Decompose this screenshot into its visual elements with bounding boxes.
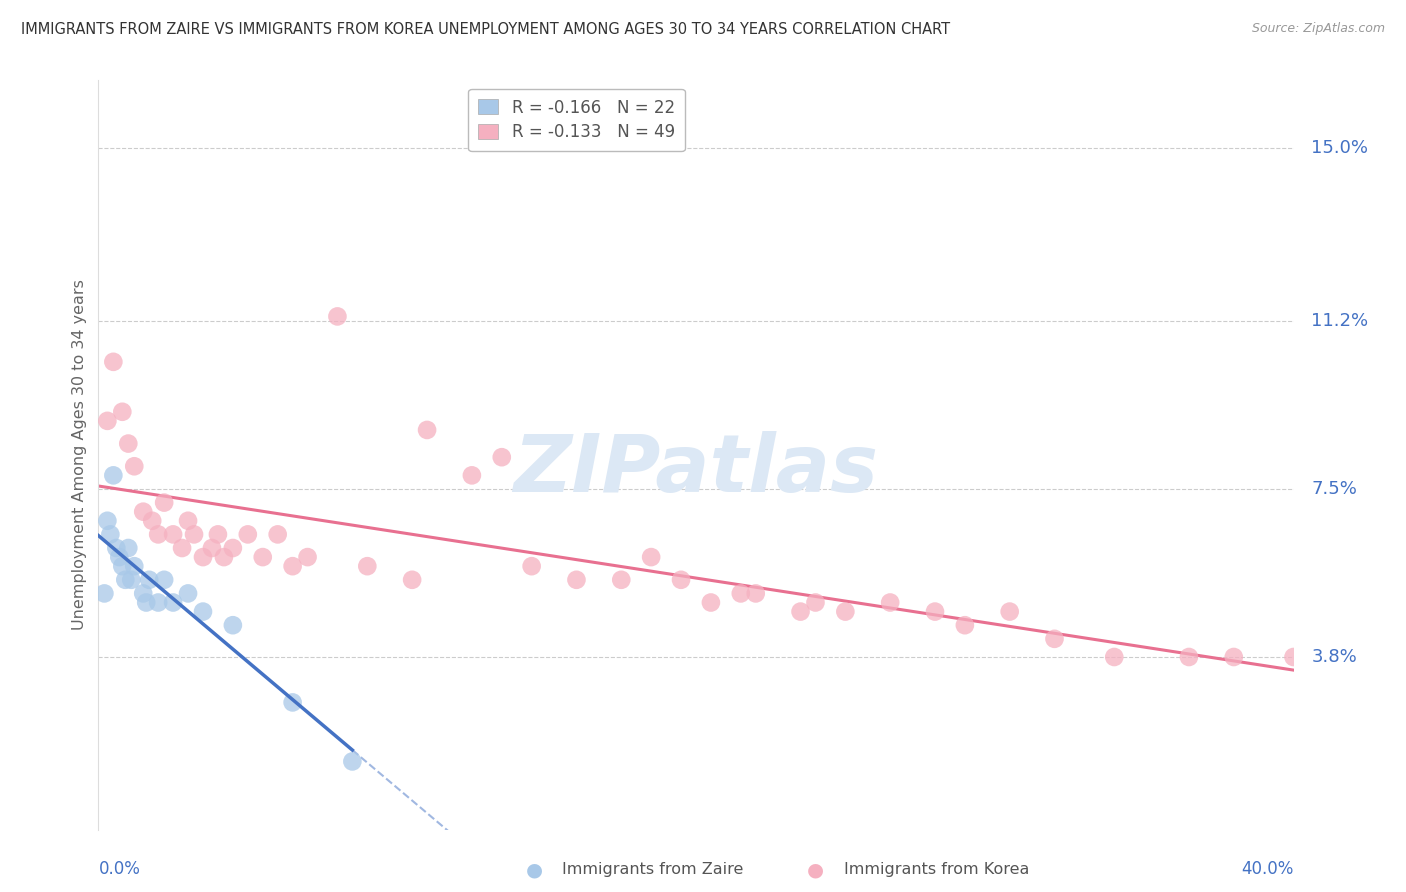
Point xyxy=(162,595,184,609)
Point xyxy=(252,550,274,565)
Point xyxy=(191,605,214,619)
Point xyxy=(1282,650,1305,665)
Point xyxy=(565,573,588,587)
Point xyxy=(640,550,662,565)
Point xyxy=(789,605,811,619)
Point xyxy=(222,541,245,555)
Point xyxy=(177,586,200,600)
Point xyxy=(111,405,134,419)
Point xyxy=(132,586,155,600)
Point xyxy=(141,514,163,528)
Point xyxy=(879,595,901,609)
Point xyxy=(1178,650,1201,665)
Point xyxy=(103,355,125,369)
Point xyxy=(124,459,146,474)
Text: IMMIGRANTS FROM ZAIRE VS IMMIGRANTS FROM KOREA UNEMPLOYMENT AMONG AGES 30 TO 34 : IMMIGRANTS FROM ZAIRE VS IMMIGRANTS FROM… xyxy=(21,22,950,37)
Point xyxy=(98,527,122,541)
Point xyxy=(114,573,136,587)
Point xyxy=(1223,650,1246,665)
Point xyxy=(172,541,194,555)
Point xyxy=(461,468,484,483)
Text: 40.0%: 40.0% xyxy=(1241,860,1294,878)
Point xyxy=(138,573,160,587)
Text: ●: ● xyxy=(526,860,543,880)
Point xyxy=(191,550,214,565)
Point xyxy=(924,605,946,619)
Point xyxy=(177,514,200,528)
Text: 7.5%: 7.5% xyxy=(1312,480,1357,498)
Point xyxy=(111,559,134,574)
Point xyxy=(953,618,976,632)
Text: Immigrants from Korea: Immigrants from Korea xyxy=(844,863,1029,877)
Text: 0.0%: 0.0% xyxy=(98,860,141,878)
Legend: R = -0.166   N = 22, R = -0.133   N = 49: R = -0.166 N = 22, R = -0.133 N = 49 xyxy=(468,88,685,152)
Text: 3.8%: 3.8% xyxy=(1312,648,1357,666)
Point xyxy=(132,505,155,519)
Point xyxy=(96,414,118,428)
Point xyxy=(183,527,205,541)
Point xyxy=(669,573,692,587)
Point xyxy=(998,605,1021,619)
Point xyxy=(804,595,827,609)
Point xyxy=(117,436,139,450)
Text: ●: ● xyxy=(807,860,824,880)
Point xyxy=(105,541,128,555)
Point xyxy=(153,495,176,509)
Point xyxy=(201,541,224,555)
Point xyxy=(342,755,364,769)
Text: 15.0%: 15.0% xyxy=(1312,139,1368,157)
Point xyxy=(124,559,146,574)
Text: 11.2%: 11.2% xyxy=(1312,312,1368,330)
Point xyxy=(236,527,259,541)
Point xyxy=(1043,632,1066,646)
Point xyxy=(297,550,319,565)
Point xyxy=(491,450,513,465)
Text: Source: ZipAtlas.com: Source: ZipAtlas.com xyxy=(1251,22,1385,36)
Point xyxy=(117,541,139,555)
Point xyxy=(162,527,184,541)
Point xyxy=(401,573,423,587)
Point xyxy=(281,559,304,574)
Point xyxy=(222,618,245,632)
Point xyxy=(135,595,157,609)
Point xyxy=(153,573,176,587)
Point xyxy=(610,573,633,587)
Point xyxy=(1104,650,1126,665)
Point xyxy=(745,586,768,600)
Point xyxy=(356,559,378,574)
Point xyxy=(148,595,170,609)
Point xyxy=(212,550,235,565)
Y-axis label: Unemployment Among Ages 30 to 34 years: Unemployment Among Ages 30 to 34 years xyxy=(72,279,87,631)
Point xyxy=(120,573,142,587)
Point xyxy=(267,527,290,541)
Point xyxy=(520,559,543,574)
Text: Immigrants from Zaire: Immigrants from Zaire xyxy=(562,863,744,877)
Point xyxy=(148,527,170,541)
Text: ZIPatlas: ZIPatlas xyxy=(513,431,879,509)
Point xyxy=(730,586,752,600)
Point xyxy=(700,595,723,609)
Point xyxy=(108,550,131,565)
Point xyxy=(281,695,304,709)
Point xyxy=(834,605,856,619)
Point xyxy=(416,423,439,437)
Point xyxy=(326,310,349,324)
Point xyxy=(103,468,125,483)
Point xyxy=(93,586,115,600)
Point xyxy=(96,514,118,528)
Point xyxy=(207,527,229,541)
